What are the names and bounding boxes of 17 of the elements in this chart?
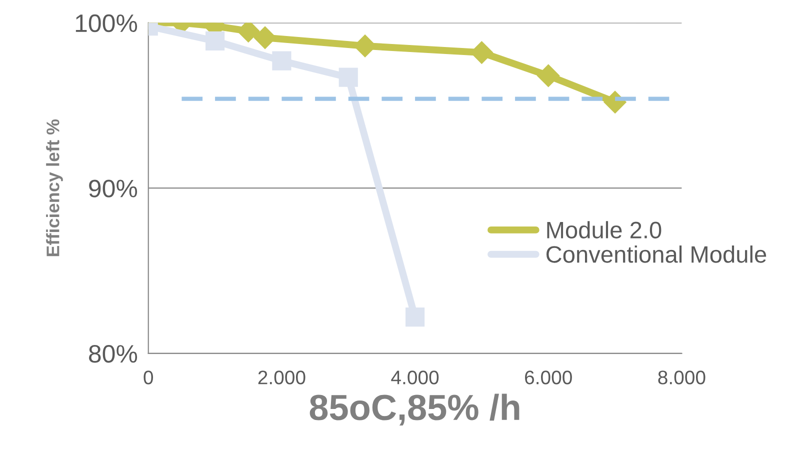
point: [205, 31, 225, 51]
y-tick-label: 80%: [89, 345, 138, 363]
legend-label: Module 2.0: [547, 221, 662, 238]
point: [405, 307, 425, 327]
y-axis-title: Efficiency left %: [46, 119, 63, 256]
x-tick-label: 6.000: [525, 370, 572, 384]
x-tick-label: 0: [144, 370, 154, 384]
y-tick-label: 100%: [76, 14, 138, 32]
y-tick-label: 90%: [89, 180, 138, 198]
x-tick-label: 8.000: [658, 370, 706, 384]
point: [338, 68, 358, 87]
point: [272, 51, 292, 70]
x-tick-label: 4.000: [391, 370, 439, 384]
x-tick-label: 2.000: [258, 370, 306, 384]
point: [537, 64, 560, 88]
legend-label: Conventional Module: [546, 245, 766, 263]
x-axis-title: 85oC,85% /h: [310, 394, 520, 426]
